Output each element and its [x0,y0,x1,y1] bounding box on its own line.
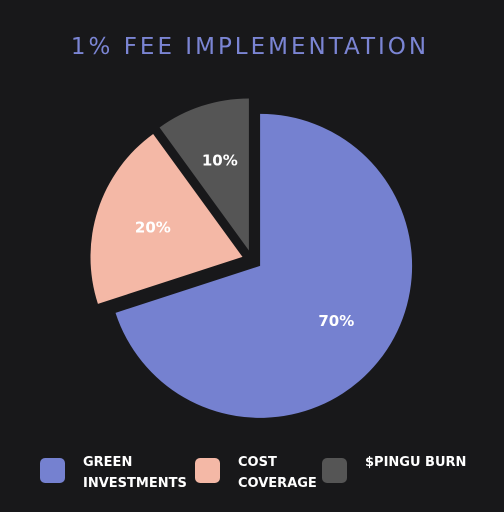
chart: 1% FEE IMPLEMENTATION 70% 20% 10% [71,34,429,418]
chart-title: 1% FEE IMPLEMENTATION [71,34,429,60]
legend-swatch [195,458,220,483]
value-label: 20% [135,218,171,236]
legend-swatch [322,458,347,483]
legend-swatch [40,458,65,483]
legend-label: $PINGU BURN [365,455,467,470]
legend: GREEN INVESTMENTS COST COVERAGE $PINGU BUR… [0,452,504,508]
legend-item: COST COVERAGE [195,452,338,494]
legend-item: $PINGU BURN [322,452,466,483]
value-label: 70% [318,312,354,330]
pie-slice [159,98,249,251]
pie-slice [90,133,243,304]
legend-label: GREEN INVESTMENTS [83,455,187,491]
legend-label: COST COVERAGE [238,455,317,491]
pie-slice [115,113,413,418]
value-label: 10% [202,151,238,169]
legend-item: GREEN INVESTMENTS [40,452,193,494]
